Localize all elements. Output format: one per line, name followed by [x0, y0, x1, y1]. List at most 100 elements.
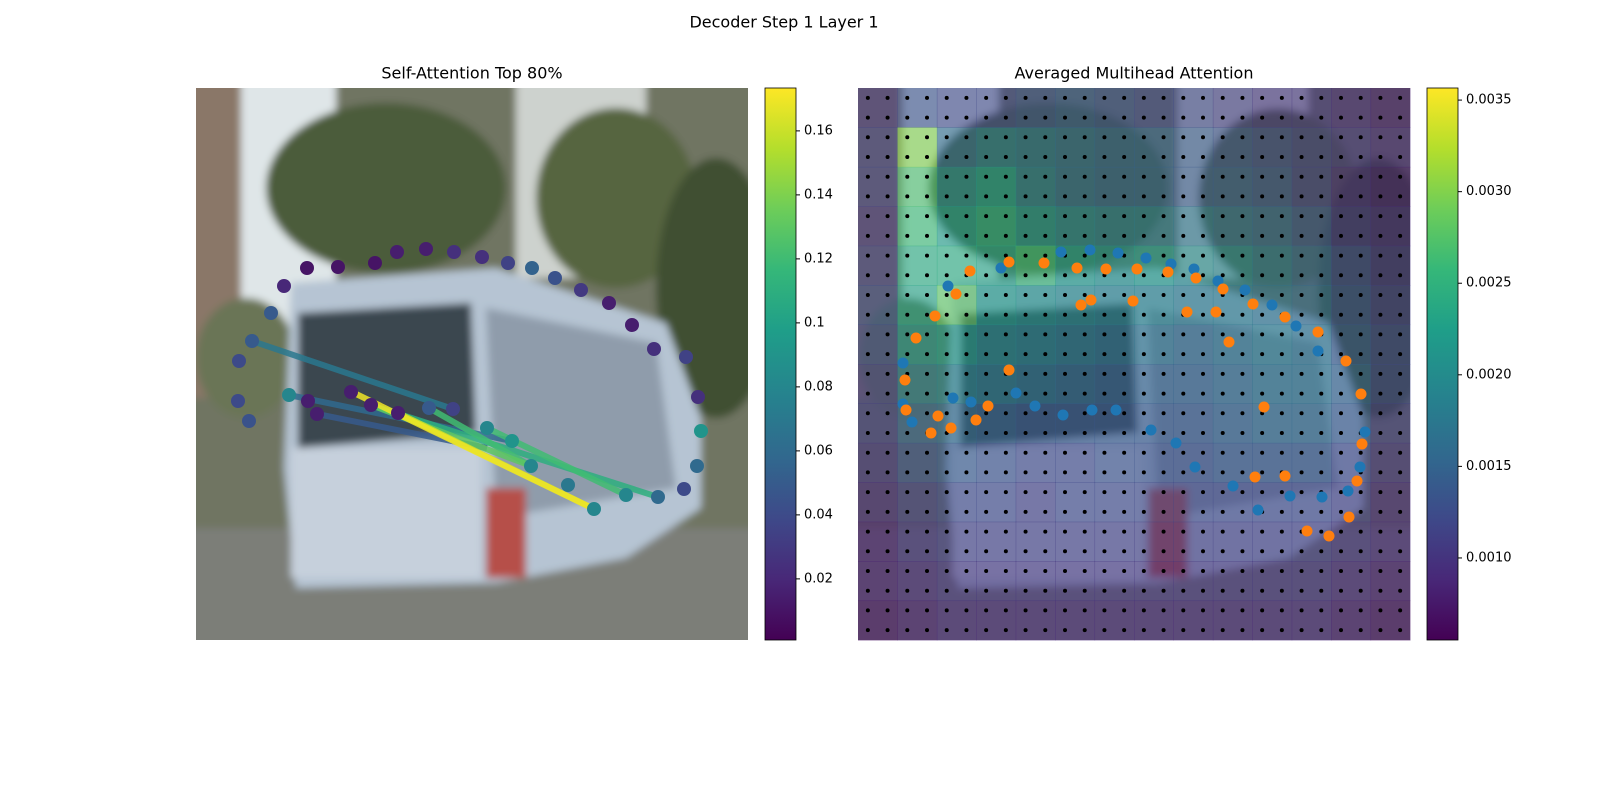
query-dot: [1181, 411, 1186, 416]
heatmap-cell: [1015, 561, 1056, 602]
query-dot: [1319, 470, 1324, 475]
query-dot: [1358, 194, 1363, 199]
query-dot: [1043, 509, 1048, 514]
keypoint: [945, 422, 957, 434]
colorbar-tick-label: 0.08: [804, 379, 833, 394]
query-dot: [944, 95, 949, 100]
attention-point: [694, 424, 708, 438]
query-dot: [1339, 549, 1343, 554]
query-dot: [1260, 588, 1265, 593]
query-dot: [1220, 529, 1225, 534]
query-dot: [1339, 431, 1343, 435]
query-dot: [1240, 371, 1245, 376]
query-dot: [1358, 95, 1363, 100]
query-dot: [885, 431, 890, 435]
keypoint: [942, 280, 954, 292]
query-dot: [925, 95, 929, 100]
query-dot: [1240, 588, 1245, 593]
query-dot: [1043, 549, 1048, 554]
keypoint: [1258, 401, 1270, 413]
query-dot: [1260, 470, 1265, 475]
query-dot: [1181, 332, 1186, 337]
query-dot: [964, 509, 969, 514]
query-dot: [1122, 450, 1127, 455]
heatmap-cell: [1252, 206, 1293, 247]
heatmap-cell: [976, 285, 1017, 326]
query-dot: [1063, 608, 1067, 613]
query-dot: [944, 411, 949, 416]
query-dot: [1102, 293, 1107, 297]
heatmap-cell: [1252, 561, 1293, 602]
keypoint: [1340, 355, 1352, 367]
attention-point: [231, 394, 245, 408]
query-dot: [905, 352, 910, 357]
query-dot: [1082, 549, 1087, 554]
heatmap-cell: [1370, 521, 1411, 562]
query-dot: [1102, 312, 1107, 317]
heatmap-cell: [1094, 206, 1135, 247]
query-dot: [1279, 155, 1284, 159]
query-dot: [1299, 174, 1304, 179]
query-dot: [944, 490, 949, 495]
query-dot: [905, 155, 910, 159]
heatmap-cell: [1370, 324, 1411, 365]
query-dot: [1023, 95, 1028, 100]
query-dot: [1003, 470, 1008, 475]
heatmap-cell: [1094, 442, 1135, 483]
keypoint: [1112, 247, 1124, 259]
attention-point: [548, 271, 562, 285]
query-dot: [1181, 391, 1186, 396]
query-dot: [1003, 391, 1008, 396]
query-dot: [1122, 509, 1127, 514]
heatmap-cell: [936, 600, 977, 641]
heatmap-cell: [1055, 521, 1096, 562]
heatmap-cell: [1291, 166, 1332, 207]
query-dot: [1378, 352, 1383, 357]
heatmap-cell: [1212, 206, 1253, 247]
keypoint: [1085, 294, 1097, 306]
query-dot: [1240, 569, 1245, 573]
query-dot: [1082, 273, 1087, 278]
query-dot: [1122, 588, 1127, 593]
query-dot: [1339, 233, 1343, 238]
query-dot: [1102, 490, 1107, 495]
keypoint: [897, 357, 909, 369]
query-dot: [1319, 549, 1324, 554]
colorbar-tick-label: 0.02: [804, 571, 833, 586]
query-dot: [1122, 312, 1127, 317]
query-dot: [905, 115, 910, 120]
query-dot: [1240, 115, 1245, 120]
heatmap-cell: [1212, 127, 1253, 168]
query-dot: [1398, 214, 1403, 219]
query-dot: [1161, 194, 1166, 199]
keypoint: [1003, 256, 1015, 268]
heatmap-cell: [1331, 324, 1372, 365]
query-dot: [1339, 115, 1343, 120]
query-dot: [1358, 253, 1363, 258]
heatmap-cell: [858, 561, 898, 602]
query-dot: [1319, 293, 1324, 297]
query-dot: [1378, 588, 1383, 593]
query-dot: [1043, 312, 1048, 317]
query-dot: [1299, 253, 1304, 258]
query-dot: [925, 490, 929, 495]
query-dot: [964, 194, 969, 199]
query-dot: [1161, 352, 1166, 357]
query-dot: [1279, 431, 1284, 435]
query-dot: [925, 411, 929, 416]
query-dot: [1201, 450, 1205, 455]
heatmap-cell: [936, 127, 977, 168]
heatmap-cell: [1134, 403, 1174, 444]
attention-point: [677, 482, 691, 496]
keypoint: [982, 400, 994, 412]
query-dot: [925, 608, 929, 613]
query-dot: [865, 371, 870, 376]
query-dot: [944, 509, 949, 514]
query-dot: [1141, 194, 1146, 199]
query-dot: [984, 293, 989, 297]
query-dot: [905, 470, 910, 475]
heatmap-cell: [936, 521, 977, 562]
query-dot: [1358, 628, 1363, 633]
query-dot: [1299, 411, 1304, 416]
heatmap-cell: [1370, 245, 1411, 286]
